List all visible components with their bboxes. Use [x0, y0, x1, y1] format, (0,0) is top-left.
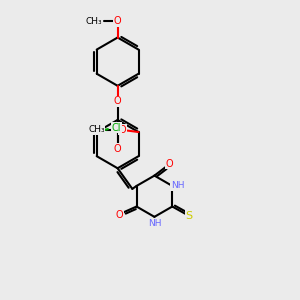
Text: O: O — [114, 96, 122, 106]
Text: O: O — [119, 125, 126, 135]
Text: Cl: Cl — [112, 123, 122, 133]
Text: S: S — [185, 211, 193, 221]
Text: O: O — [114, 16, 122, 26]
Text: O: O — [166, 159, 173, 169]
Text: NH: NH — [171, 182, 184, 190]
Text: CH₃: CH₃ — [85, 17, 102, 26]
Text: O: O — [116, 210, 124, 220]
Text: O: O — [114, 144, 122, 154]
Text: CH₃: CH₃ — [88, 125, 105, 134]
Text: NH: NH — [148, 219, 161, 228]
